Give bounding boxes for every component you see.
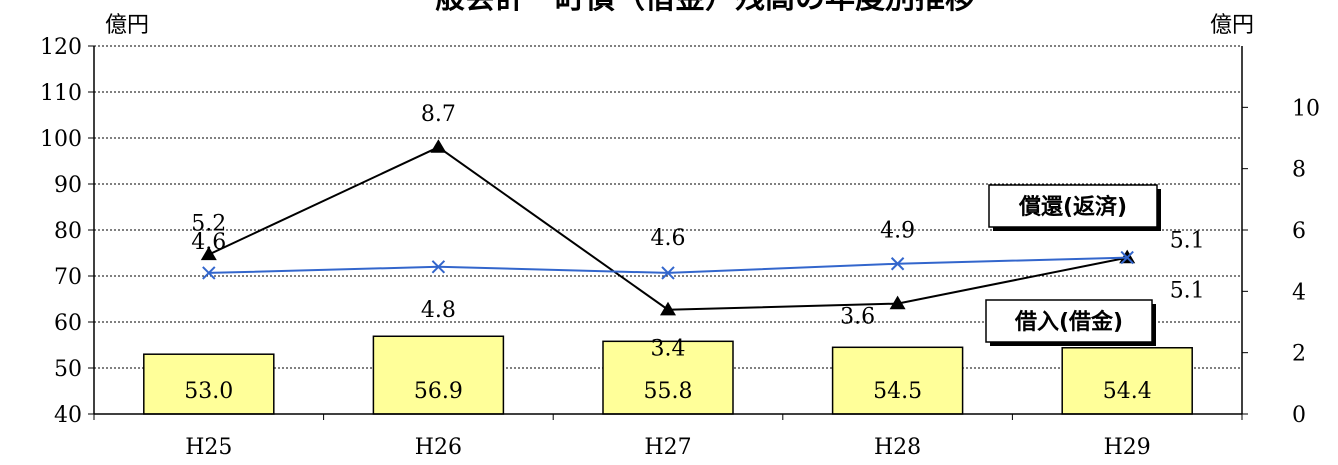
triangle-marker — [430, 139, 447, 153]
bar — [602, 340, 734, 415]
line-value-label: 3.6 — [840, 305, 875, 330]
x-marker — [661, 266, 675, 280]
left-tick-label: 100 — [40, 127, 82, 152]
bar-value-label: 53.0 — [184, 379, 233, 404]
line-value-label: 5.1 — [1170, 229, 1205, 254]
x-tick-label: H29 — [1104, 435, 1151, 460]
axes: 120 110 100 90 80 70 60 50 40 10 8 6 4 2 0 H25 H26 H27 H28… — [40, 35, 1320, 460]
bar-series — [143, 335, 1193, 415]
data-labels: 53.0 56.9 55.8 54.5 54.4 5.2 8.7 3.4 3.6 5.1 4.6 4.… — [184, 102, 1204, 404]
right-tick-label: 0 — [1292, 403, 1306, 428]
line-value-label: 5.2 — [191, 212, 226, 237]
line-series — [200, 139, 1136, 316]
callout-box — [988, 184, 1158, 228]
bar-value-label: 54.4 — [1103, 379, 1152, 404]
left-tick-label: 40 — [54, 403, 82, 428]
callout-label: 借入(借金) — [1014, 309, 1123, 335]
x-marker — [202, 266, 216, 280]
right-tick-label: 4 — [1292, 280, 1306, 305]
bar — [1061, 347, 1193, 415]
x-tick-label: H25 — [185, 435, 232, 460]
line-value-label: 3.4 — [651, 337, 686, 362]
legend-callouts: 償還(返済) 借入(借金) — [985, 184, 1161, 346]
bar-value-label: 56.9 — [414, 379, 463, 404]
x-tick-label: H26 — [415, 435, 462, 460]
right-axis-unit: 億円 — [1210, 13, 1254, 38]
callout-box — [985, 299, 1153, 343]
left-tick-label: 120 — [40, 35, 82, 60]
line-value-label: 5.1 — [1170, 279, 1205, 304]
triangle-marker — [200, 246, 217, 261]
x-marker — [890, 257, 905, 271]
x-marker — [1120, 250, 1134, 265]
x-marker — [431, 260, 446, 274]
bar — [831, 346, 964, 415]
left-tick-label: 60 — [54, 311, 82, 336]
line-value-label: 4.9 — [880, 219, 915, 244]
x-tick-label: H27 — [644, 435, 691, 460]
right-tick-label: 2 — [1292, 342, 1306, 367]
right-tick-label: 10 — [1292, 96, 1320, 121]
left-tick-label: 80 — [54, 219, 82, 244]
line-value-label: 4.8 — [421, 298, 456, 323]
triangle-marker — [660, 301, 676, 316]
left-tick-label: 70 — [54, 265, 82, 290]
line-value-label: 4.6 — [651, 226, 686, 251]
bar-value-label: 54.5 — [873, 379, 922, 404]
left-tick-label: 50 — [54, 357, 82, 382]
line-value-label: 4.6 — [191, 230, 226, 255]
chart-title: 一般会計 町債（借金）残高の年度別推移 — [405, 0, 975, 16]
series-line — [208, 256, 1128, 274]
left-axis-unit: 億円 — [105, 13, 149, 38]
right-tick-label: 8 — [1292, 158, 1306, 183]
left-tick-label: 90 — [54, 173, 82, 198]
x-tick-label: H28 — [874, 435, 921, 460]
bar-value-label: 55.8 — [644, 379, 693, 404]
right-tick-label: 6 — [1292, 219, 1306, 244]
callout-label: 償還(返済) — [1018, 194, 1127, 220]
left-tick-label: 110 — [40, 81, 82, 106]
line-value-label: 8.7 — [421, 102, 456, 127]
triangle-marker — [889, 295, 906, 310]
bar — [143, 353, 275, 415]
